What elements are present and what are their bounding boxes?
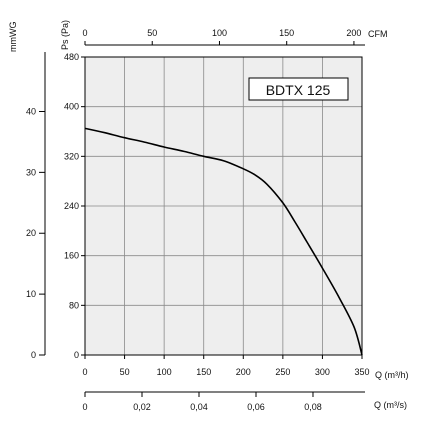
- y-tick-label-pa: 320: [64, 151, 79, 161]
- x-axis-label-m3s: Q (m³/s): [374, 400, 407, 410]
- y-axis-label-mmwg: mmWG: [8, 22, 18, 53]
- x-tick-label-m3h: 50: [120, 367, 130, 377]
- top-axis-label-cfm: CFM: [368, 29, 388, 39]
- x-tick-label-m3s: 0,08: [304, 402, 322, 412]
- y-tick-label-pa: 240: [64, 201, 79, 211]
- y-tick-label-pa: 0: [74, 350, 79, 360]
- y-tick-label-mmwg: 20: [26, 228, 36, 238]
- x-tick-label-m3h: 150: [196, 367, 211, 377]
- y-tick-label-mmwg: 40: [26, 106, 36, 116]
- y-tick-label-mmwg: 30: [26, 167, 36, 177]
- x-tick-label-cfm: 150: [279, 28, 294, 38]
- y-tick-label-mmwg: 10: [26, 289, 36, 299]
- x-tick-label-cfm: 0: [82, 28, 87, 38]
- x-tick-label-m3h: 250: [275, 367, 290, 377]
- y-axis-label-pa: Ps (Pa): [60, 20, 70, 50]
- x-tick-label-m3h: 300: [315, 367, 330, 377]
- chart-title: BDTX 125: [266, 82, 331, 98]
- x-tick-label-cfm: 50: [147, 28, 157, 38]
- x-tick-label-m3h: 200: [236, 367, 251, 377]
- x-tick-label-m3s: 0,02: [133, 402, 151, 412]
- title-box: [248, 77, 349, 101]
- y-tick-label-pa: 80: [69, 300, 79, 310]
- x-tick-label-m3h: 350: [354, 367, 369, 377]
- y-tick-label-pa: 400: [64, 102, 79, 112]
- y-tick-label-mmwg: 0: [31, 350, 36, 360]
- x-tick-label-m3s: 0: [82, 402, 87, 412]
- performance-curve: [84, 127, 363, 356]
- x-tick-label-m3s: 0,06: [247, 402, 265, 412]
- x-axis-label-m3h: Q (m³/h): [375, 370, 409, 380]
- y-tick-label-pa: 480: [64, 52, 79, 62]
- y-tick-label-pa: 160: [64, 251, 79, 261]
- x-tick-label-cfm: 200: [346, 28, 361, 38]
- x-tick-label-cfm: 100: [212, 28, 227, 38]
- x-tick-label-m3h: 100: [157, 367, 172, 377]
- x-tick-label-m3h: 0: [82, 367, 87, 377]
- x-tick-label-m3s: 0,04: [190, 402, 208, 412]
